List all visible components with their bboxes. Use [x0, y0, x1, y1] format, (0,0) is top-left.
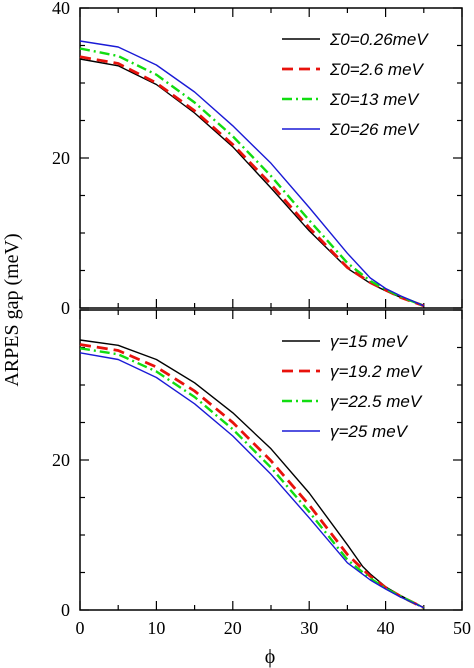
legend-label-4: γ=25 meV	[330, 422, 409, 441]
plot-frame	[79, 7, 463, 309]
series-line-3	[79, 347, 425, 609]
legend-label-2: γ=19.2 meV	[330, 362, 423, 381]
legend-label-3: γ=22.5 meV	[330, 392, 423, 411]
y-tick-label: 0	[61, 600, 70, 620]
y-tick-label: 20	[52, 148, 70, 168]
legend-label-4: Σ0=26 meV	[329, 120, 420, 139]
y-axis-label: ARPES gap (meV)	[1, 233, 23, 386]
x-tick-label: 20	[224, 618, 242, 638]
series-line-4	[79, 40, 425, 307]
panel-2: 20 0 γ=15 meV γ=19.2 meV γ=22.5 meV γ=25 meV	[52, 309, 463, 620]
y-tick-label: 20	[52, 450, 70, 470]
series-line-2	[79, 343, 425, 610]
x-tick-label: 0	[76, 618, 85, 638]
legend-label-1: Σ0=0.26meV	[329, 30, 429, 49]
x-tick-label: 50	[453, 618, 471, 638]
series-line-4	[79, 352, 425, 609]
series-line-3	[79, 47, 425, 307]
x-tick-label: 30	[300, 618, 318, 638]
x-tick-label: 10	[147, 618, 165, 638]
y-tick-label: 0	[61, 298, 70, 318]
y-tick-label: 40	[52, 0, 70, 18]
panel-1: 40 20 0 Σ0=0.26meV Σ0=2.6 meV Σ0=13 meV Σ0=26 …	[52, 0, 463, 318]
x-axis-label: ϕ	[265, 646, 276, 668]
legend-label-2: Σ0=2.6 meV	[329, 60, 425, 79]
legend-label-1: γ=15 meV	[330, 332, 409, 351]
legend-label-3: Σ0=13 meV	[329, 90, 420, 109]
x-tick-label: 40	[377, 618, 395, 638]
